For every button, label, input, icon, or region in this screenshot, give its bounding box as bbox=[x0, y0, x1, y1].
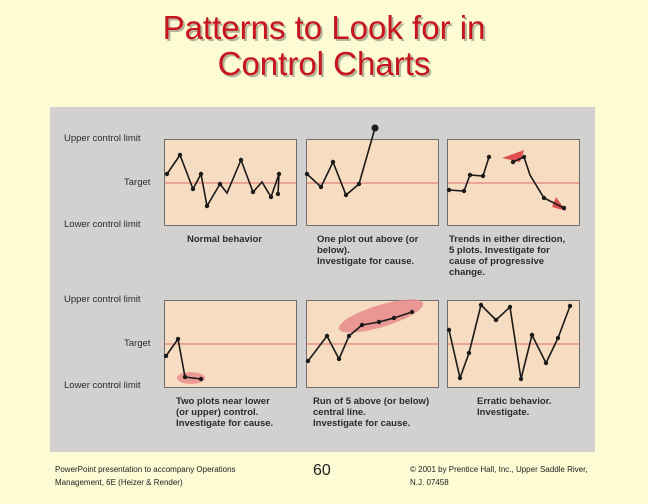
caption-line: Investigate for cause. bbox=[176, 418, 274, 429]
caption-line: Run of 5 above (or below) bbox=[313, 396, 430, 407]
point bbox=[466, 350, 472, 356]
point bbox=[518, 376, 524, 382]
point bbox=[446, 327, 452, 333]
point bbox=[541, 195, 547, 201]
point bbox=[376, 319, 382, 325]
caption-one-out: One plot out above (or below). Investiga… bbox=[317, 234, 418, 267]
point bbox=[217, 181, 223, 187]
caption-line: Trends in either direction, bbox=[449, 234, 566, 245]
caption-line: Investigate for cause. bbox=[313, 418, 411, 429]
point bbox=[359, 322, 365, 328]
caption-line: below). bbox=[317, 245, 350, 256]
plot-trends-down bbox=[512, 155, 565, 209]
footer-right-line-1: © 2001 by Prentice Hall, Inc., Upper Sad… bbox=[410, 465, 588, 474]
point bbox=[198, 171, 204, 177]
point bbox=[163, 353, 169, 359]
point bbox=[391, 315, 397, 321]
point bbox=[356, 181, 362, 187]
caption-two-near: Two plots near lower (or upper) control.… bbox=[176, 396, 273, 429]
title-line-1: Patterns to Look for in bbox=[162, 9, 486, 46]
footer-copyright: © 2001 by Prentice Hall, Inc., Upper Sad… bbox=[410, 463, 588, 489]
point bbox=[409, 309, 415, 315]
point bbox=[275, 191, 281, 197]
caption-line: Two plots near lower bbox=[176, 396, 270, 407]
plot-one-out bbox=[306, 127, 376, 197]
figure-panel: Upper control limit Target Lower control… bbox=[50, 107, 595, 452]
row1-target-label: Target bbox=[124, 177, 151, 188]
point bbox=[204, 203, 210, 209]
pattern-plots bbox=[163, 124, 579, 384]
footer-left-line-2: Management, 6E (Heizer & Render) bbox=[55, 478, 183, 487]
row1-ucl-label: Upper control limit bbox=[64, 133, 141, 144]
point bbox=[567, 303, 573, 309]
caption-line: change. bbox=[449, 267, 485, 278]
caption-line: Investigate for cause. bbox=[317, 256, 415, 267]
page-number: 60 bbox=[313, 462, 331, 479]
point bbox=[457, 375, 463, 381]
point bbox=[486, 154, 492, 160]
slide-title: Patterns to Look for in Control Charts bbox=[0, 10, 648, 82]
point bbox=[493, 317, 499, 323]
caption-line: 5 plots. Investigate for bbox=[449, 245, 550, 256]
point bbox=[305, 358, 311, 364]
point bbox=[467, 172, 473, 178]
point bbox=[198, 376, 204, 382]
point bbox=[177, 152, 183, 158]
point bbox=[478, 302, 484, 308]
point bbox=[480, 173, 486, 179]
point bbox=[304, 171, 310, 177]
caption-line: One plot out above (or bbox=[317, 234, 419, 245]
caption-normal: Normal behavior bbox=[187, 234, 262, 245]
point bbox=[507, 304, 513, 310]
point bbox=[182, 374, 188, 380]
point bbox=[461, 188, 467, 194]
caption-line: (or upper) control. bbox=[176, 407, 259, 418]
point bbox=[529, 332, 535, 338]
caption-line: cause of progressive bbox=[449, 256, 545, 267]
title-line-2: Control Charts bbox=[217, 45, 431, 82]
caption-line: Investigate. bbox=[477, 407, 530, 418]
point bbox=[250, 189, 256, 195]
point bbox=[343, 192, 349, 198]
point bbox=[238, 157, 244, 163]
plot-erratic bbox=[448, 303, 571, 381]
caption-erratic: Erratic behavior. Investigate. bbox=[477, 396, 551, 418]
caption-trends: Trends in either direction, 5 plots. Inv… bbox=[449, 234, 565, 278]
footer-credit: PowerPoint presentation to accompany Ope… bbox=[55, 463, 236, 489]
footer-left-line-1: PowerPoint presentation to accompany Ope… bbox=[55, 465, 236, 474]
point bbox=[555, 335, 561, 341]
point bbox=[164, 171, 170, 177]
point-out-of-control bbox=[371, 124, 379, 132]
plot-points bbox=[163, 124, 573, 382]
point bbox=[324, 333, 330, 339]
row2-ucl-label: Upper control limit bbox=[64, 294, 141, 305]
caption-line: Erratic behavior. bbox=[477, 396, 552, 407]
caption-line: Normal behavior bbox=[187, 234, 262, 245]
point bbox=[330, 159, 336, 165]
point bbox=[521, 154, 527, 160]
point bbox=[346, 333, 352, 339]
point bbox=[561, 205, 567, 211]
highlight-run-above bbox=[338, 299, 424, 333]
plot-run-five bbox=[307, 311, 413, 362]
point bbox=[190, 186, 196, 192]
point bbox=[336, 356, 342, 362]
point bbox=[510, 159, 516, 165]
point bbox=[543, 360, 549, 366]
point bbox=[268, 194, 274, 200]
point bbox=[276, 171, 282, 177]
plot-two-near bbox=[165, 336, 202, 380]
point bbox=[175, 336, 181, 342]
caption-run-five: Run of 5 above (or below) central line. … bbox=[313, 396, 429, 429]
row1-lcl-label: Lower control limit bbox=[64, 219, 141, 230]
plot-normal bbox=[166, 153, 280, 209]
point bbox=[446, 187, 452, 193]
footer-right-line-2: N.J. 07458 bbox=[410, 478, 449, 487]
caption-line: central line. bbox=[313, 407, 366, 418]
row2-target-label: Target bbox=[124, 338, 151, 349]
row2-lcl-label: Lower control limit bbox=[64, 380, 141, 391]
point bbox=[318, 184, 324, 190]
